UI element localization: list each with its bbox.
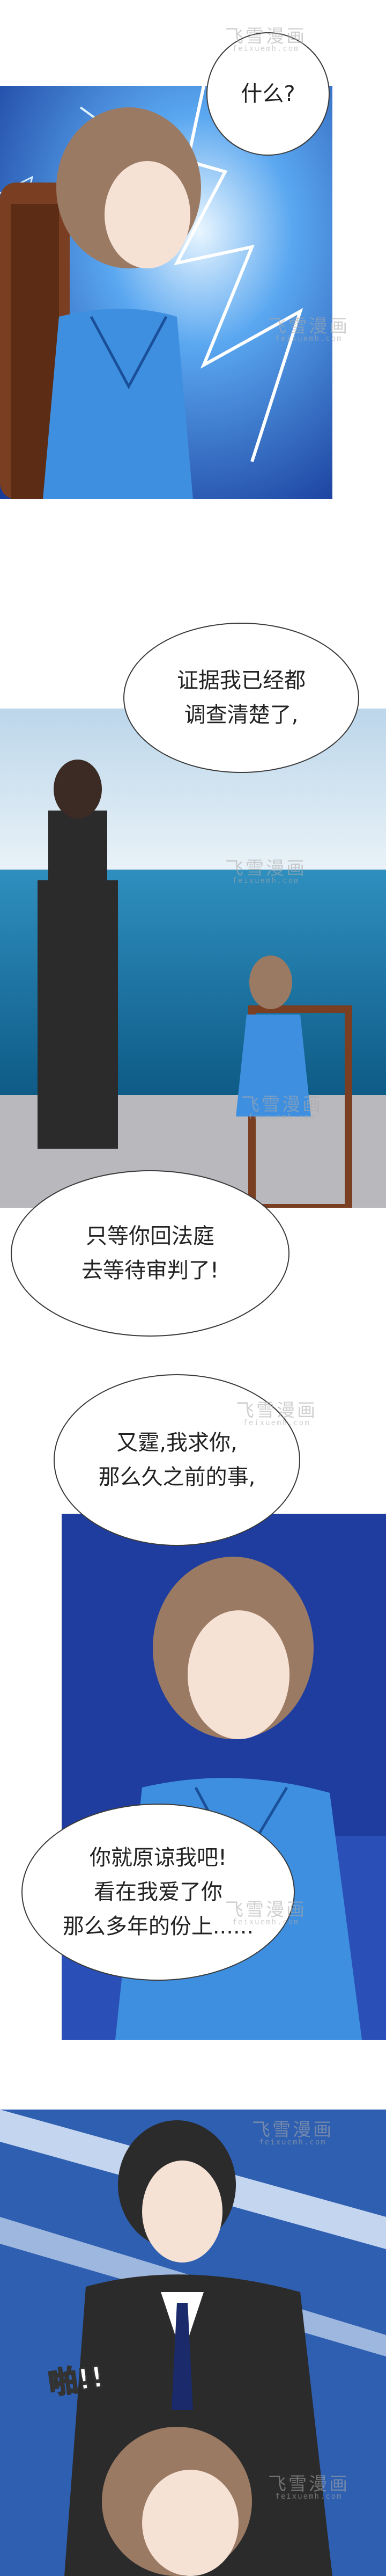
- bubble-line: 那么久之前的事,: [98, 1465, 256, 1490]
- watermark: 飞雪漫画 feixuemh.com: [268, 2473, 350, 2501]
- watermark: 飞雪漫画 feixuemh.com: [225, 26, 307, 53]
- bubble-line: 去等待审判了!: [81, 1258, 219, 1283]
- speech-bubble-beg: 又霆,我求你, 那么久之前的事,: [54, 1374, 300, 1546]
- bubble-line: 又霆,我求你,: [116, 1431, 237, 1455]
- speech-bubble-court: 只等你回法庭 去等待审判了!: [11, 1170, 290, 1337]
- bubble-line: 只等你回法庭: [86, 1224, 214, 1249]
- speech-bubble-forgive: 你就原谅我吧! 看在我爱了你 那么多年的份上......: [21, 1804, 295, 1981]
- watermark: 飞雪漫画 feixuemh.com: [252, 2119, 333, 2147]
- speech-bubble-what: 什么?: [206, 32, 330, 156]
- panel-slap: [0, 2110, 386, 2576]
- bubble-line: 那么多年的份上......: [62, 1914, 254, 1939]
- watermark: 飞雪漫画 feixuemh.com: [241, 1094, 323, 1121]
- watermark: 飞雪漫画 feixuemh.com: [268, 316, 350, 343]
- bubble-line: 调查清楚了,: [184, 703, 299, 727]
- watermark: 飞雪漫画 feixuemh.com: [236, 1400, 317, 1427]
- watermark: 飞雪漫画 feixuemh.com: [225, 1899, 307, 1926]
- panel-ocean-balcony: [0, 709, 386, 1208]
- watermark: 飞雪漫画 feixuemh.com: [225, 858, 307, 885]
- bubble-line: 看在我爱了你: [94, 1880, 222, 1904]
- bubble-line: 证据我已经都: [177, 668, 306, 693]
- speech-bubble-evidence: 证据我已经都 调查清楚了,: [123, 623, 359, 773]
- bubble-line: 你就原谅我吧!: [89, 1845, 227, 1870]
- bubble-line: 什么?: [241, 82, 295, 106]
- sound-effect-slap: 啪!!: [46, 2359, 107, 2402]
